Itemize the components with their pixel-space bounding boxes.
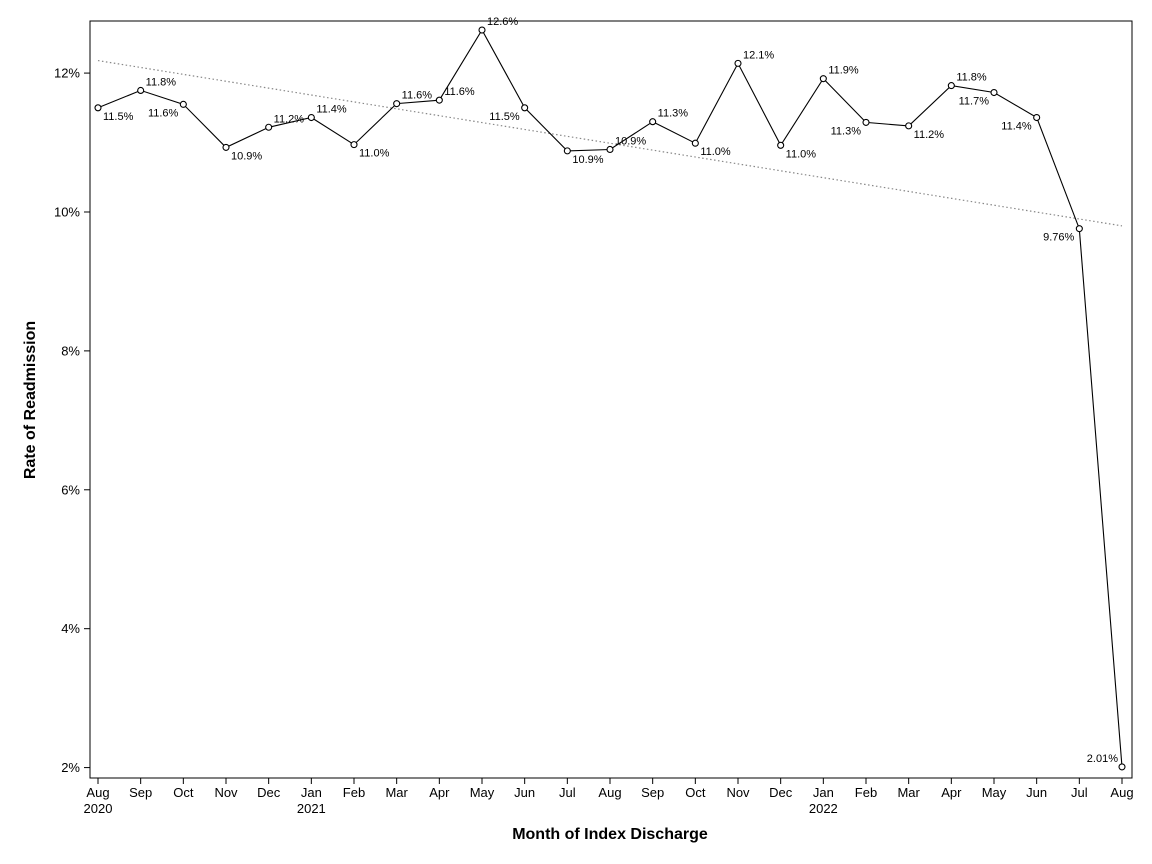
y-tick-label: 4% — [61, 621, 80, 636]
data-point — [691, 139, 699, 147]
data-point — [649, 118, 657, 126]
data-point — [393, 100, 401, 108]
data-point — [350, 141, 358, 149]
y-axis: 2% 4% 6% 8% 10% 12% — [54, 66, 90, 775]
y-tick-label: 12% — [54, 66, 80, 81]
x-tick-label: Dec — [257, 785, 281, 800]
data-point — [1075, 225, 1083, 233]
data-label: 11.0% — [786, 148, 817, 160]
x-tick-label: Aug — [1110, 785, 1133, 800]
x-tick-label: Jan — [301, 785, 322, 800]
data-label: 11.3% — [658, 108, 689, 120]
x-tick-label: Jan — [813, 785, 834, 800]
data-label: 11.3% — [831, 125, 862, 137]
data-point — [905, 122, 913, 130]
data-label: 11.6% — [402, 90, 433, 102]
data-label: 10.9% — [231, 150, 262, 162]
data-point — [734, 59, 742, 67]
data-label: 11.8% — [146, 76, 177, 88]
data-label: 11.4% — [1001, 121, 1032, 133]
data-label: 11.8% — [956, 72, 987, 84]
x-tick-label: Mar — [385, 785, 408, 800]
data-point — [521, 104, 529, 112]
data-label: 11.0% — [700, 146, 731, 158]
data-label: 11.6% — [148, 107, 179, 119]
x-tick-label: Apr — [429, 785, 450, 800]
x-tick-label: Aug — [86, 785, 109, 800]
data-label: 11.7% — [959, 96, 990, 108]
data-label: 11.4% — [316, 104, 347, 116]
x-tick-label: Dec — [769, 785, 793, 800]
x-axis-title: Month of Index Discharge — [512, 826, 708, 843]
x-tick-label: Feb — [855, 785, 877, 800]
data-label: 9.76% — [1043, 232, 1074, 244]
point-labels-group: 11.5% 11.8% 11.6% 10.9% 11.2% 11.4% 11.0% 11.6%… — [103, 16, 1118, 765]
data-label: 2.01% — [1087, 753, 1118, 765]
trend-line — [97, 59, 1123, 227]
y-tick-label: 6% — [61, 482, 80, 497]
x-tick-label: Oct — [173, 785, 194, 800]
data-point — [990, 88, 998, 97]
plot-frame — [89, 20, 1133, 779]
x-tick-label: Aug — [598, 785, 621, 800]
data-label: 11.5% — [489, 111, 520, 123]
data-point — [947, 82, 955, 90]
x-axis: Aug Sep Oct Nov Dec Jan Feb Mar Apr May Jun Jul Aug S… — [84, 778, 1134, 816]
x-tick-label: Jul — [559, 785, 576, 800]
x-year-label: 2020 — [84, 801, 113, 816]
data-point — [478, 26, 486, 34]
data-label: 12.1% — [743, 49, 774, 61]
data-point — [777, 141, 785, 149]
data-label: 11.5% — [103, 111, 134, 123]
x-tick-label: Nov — [214, 785, 238, 800]
data-point — [222, 143, 230, 151]
x-year-label: 2021 — [297, 801, 326, 816]
x-tick-label: May — [470, 785, 495, 800]
data-label: 11.2% — [274, 113, 305, 125]
x-tick-label: Jul — [1071, 785, 1088, 800]
x-tick-label: May — [982, 785, 1007, 800]
x-tick-label: Apr — [941, 785, 962, 800]
data-point — [179, 100, 187, 108]
data-label: 10.9% — [615, 135, 646, 147]
x-tick-label: Oct — [685, 785, 706, 800]
data-point — [265, 123, 273, 131]
data-point — [563, 147, 571, 155]
data-point — [137, 86, 145, 94]
series-group — [94, 26, 1126, 771]
data-point — [819, 75, 827, 83]
y-tick-label: 8% — [61, 343, 80, 358]
y-tick-label: 10% — [54, 204, 80, 219]
y-tick-label: 2% — [61, 760, 80, 775]
y-axis-title: Rate of Readmission — [22, 321, 39, 479]
data-point — [862, 118, 870, 126]
data-point — [1033, 113, 1041, 122]
x-year-label: 2022 — [809, 801, 838, 816]
series-line — [97, 28, 1123, 767]
data-label: 11.0% — [359, 148, 390, 160]
data-point — [435, 96, 443, 104]
data-label: 12.6% — [487, 16, 518, 28]
data-point — [1118, 763, 1126, 771]
data-label: 10.9% — [572, 154, 603, 166]
data-label: 11.6% — [444, 86, 475, 98]
data-point — [606, 145, 614, 154]
data-point — [94, 104, 102, 112]
x-tick-label: Nov — [726, 785, 750, 800]
x-tick-label: Feb — [343, 785, 365, 800]
data-label: 11.9% — [828, 65, 859, 77]
data-point — [307, 113, 315, 122]
x-tick-label: Sep — [641, 785, 664, 800]
data-label: 11.2% — [914, 129, 945, 141]
x-tick-label: Sep — [129, 785, 152, 800]
x-tick-label: Jun — [1026, 785, 1047, 800]
x-tick-label: Jun — [514, 785, 535, 800]
x-tick-label: Mar — [897, 785, 920, 800]
trend-line-group — [97, 59, 1123, 227]
